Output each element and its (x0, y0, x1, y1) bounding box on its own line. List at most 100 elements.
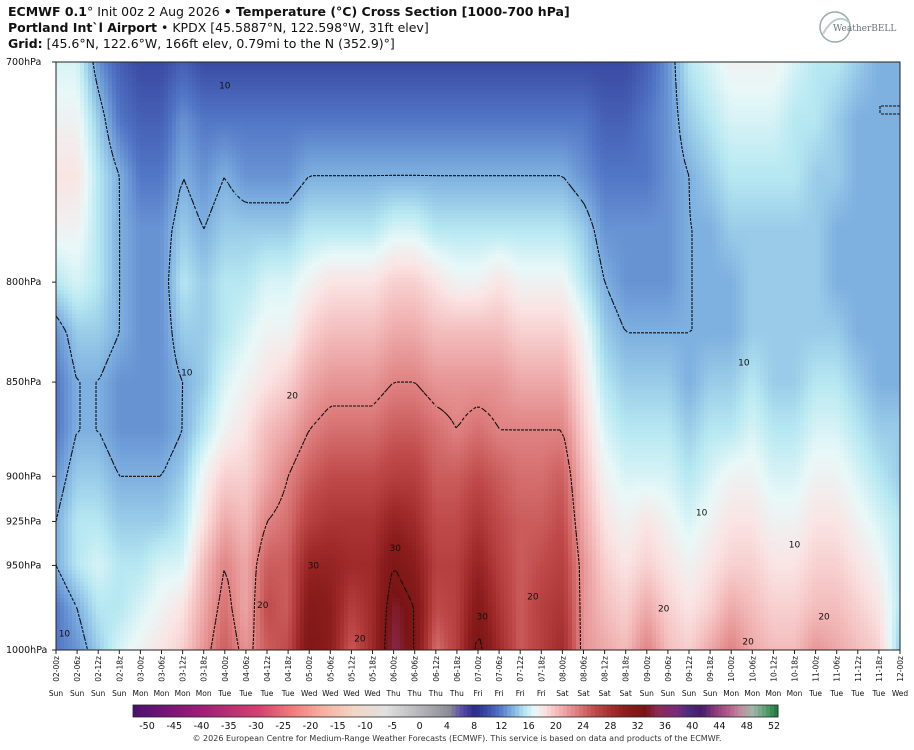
heat-cell (764, 126, 769, 131)
heat-cell (760, 126, 765, 131)
heat-cell (548, 94, 553, 99)
heat-cell (696, 90, 701, 95)
heat-cell (480, 138, 485, 143)
heat-cell (432, 86, 437, 91)
heat-cell (296, 134, 301, 139)
heat-cell (588, 154, 593, 159)
heat-cell (156, 66, 161, 71)
heat-cell (100, 90, 105, 95)
heat-cell (156, 70, 161, 75)
heat-cell (828, 70, 833, 75)
heat-cell (116, 154, 121, 159)
heat-cell (776, 134, 781, 139)
heat-cell (488, 122, 493, 127)
heat-cell (188, 102, 193, 107)
heat-cell (440, 78, 445, 83)
heat-cell (244, 150, 249, 155)
heat-cell (636, 138, 641, 143)
heat-cell (540, 106, 545, 111)
heat-cell (268, 118, 273, 123)
heat-cell (224, 102, 229, 107)
heat-cell (544, 98, 549, 103)
heat-cell (280, 102, 285, 107)
heat-cell (596, 78, 601, 83)
heat-cell (508, 106, 513, 111)
heat-cell (100, 78, 105, 83)
heat-cell (760, 118, 765, 123)
heat-cell (456, 110, 461, 115)
heat-cell (508, 86, 513, 91)
heat-cell (540, 114, 545, 119)
heat-cell (552, 134, 557, 139)
heat-cell (388, 86, 393, 91)
heat-cell (228, 126, 233, 131)
heat-cell (852, 138, 857, 143)
heat-cell (368, 154, 373, 159)
heat-cell (460, 142, 465, 147)
heat-cell (560, 126, 565, 131)
heat-cell (184, 126, 189, 131)
heat-cell (140, 130, 145, 135)
heat-cell (328, 114, 333, 119)
heat-cell (384, 150, 389, 155)
heat-cell (664, 146, 669, 151)
heat-cell (516, 70, 521, 75)
heat-cell (620, 110, 625, 115)
heat-cell (420, 62, 425, 67)
heat-cell (396, 134, 401, 139)
heat-cell (564, 70, 569, 75)
heat-cell (108, 66, 113, 71)
heat-cell (852, 78, 857, 83)
heat-cell (188, 94, 193, 99)
heat-cell (580, 74, 585, 79)
heat-cell (692, 94, 697, 99)
heat-cell (704, 94, 709, 99)
heat-cell (292, 66, 297, 71)
heat-cell (280, 114, 285, 119)
heat-cell (96, 130, 101, 135)
heat-cell (796, 142, 801, 147)
heat-cell (284, 122, 289, 127)
heat-cell (804, 126, 809, 131)
heat-cell (108, 90, 113, 95)
heat-cell (612, 86, 617, 91)
heat-cell (892, 102, 897, 107)
heat-cell (124, 62, 129, 67)
heat-cell (360, 70, 365, 75)
heat-cell (636, 82, 641, 87)
heat-cell (584, 78, 589, 83)
heat-cell (212, 78, 217, 83)
heat-cell (168, 150, 173, 155)
heat-cell (320, 82, 325, 87)
heat-cell (524, 98, 529, 103)
heat-cell (456, 126, 461, 131)
heat-cell (180, 106, 185, 111)
heat-cell (296, 142, 301, 147)
heat-cell (556, 106, 561, 111)
heat-cell (64, 70, 69, 75)
heat-cell (660, 146, 665, 151)
heat-cell (504, 86, 509, 91)
heat-cell (232, 82, 237, 87)
heat-cell (160, 94, 165, 99)
heat-cell (340, 134, 345, 139)
heat-cell (624, 142, 629, 147)
heat-cell (732, 86, 737, 91)
heat-cell (640, 66, 645, 71)
heat-cell (544, 90, 549, 95)
heat-cell (856, 118, 861, 123)
heat-cell (644, 130, 649, 135)
heat-cell (156, 98, 161, 103)
heat-cell (200, 150, 205, 155)
heat-cell (240, 86, 245, 91)
heat-cell (864, 74, 869, 79)
heat-cell (268, 78, 273, 83)
heat-cell (212, 66, 217, 71)
heat-cell (480, 62, 485, 67)
heat-cell (764, 62, 769, 67)
heat-cell (528, 122, 533, 127)
heat-cell (732, 90, 737, 95)
heat-cell (468, 74, 473, 79)
heat-cell (404, 150, 409, 155)
heat-cell (160, 98, 165, 103)
